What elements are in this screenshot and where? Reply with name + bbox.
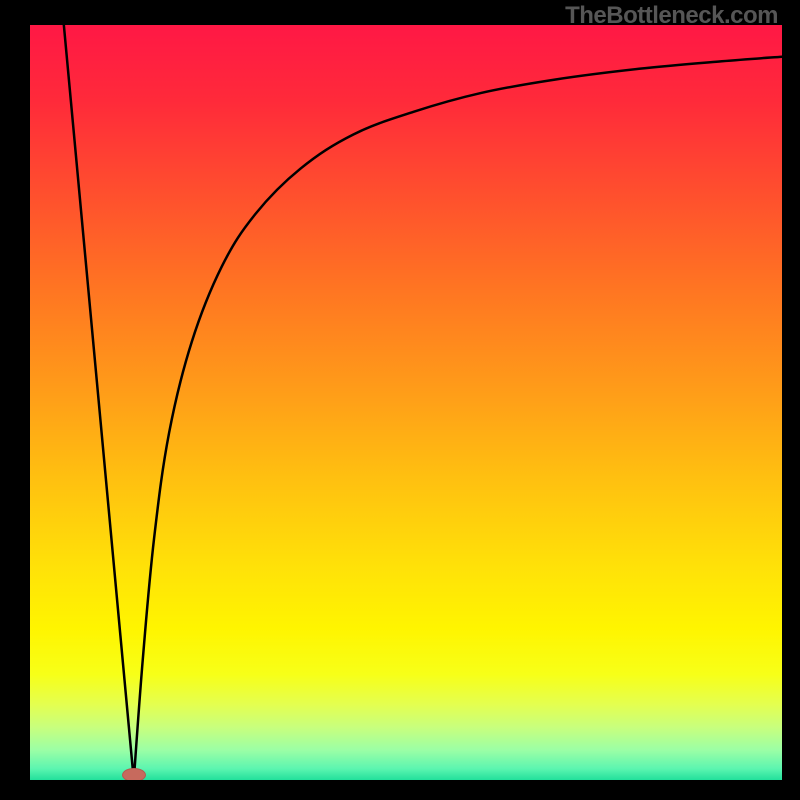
plot-area — [30, 25, 782, 780]
bottleneck-curve — [64, 25, 782, 780]
curve-layer — [30, 25, 782, 780]
border-left — [0, 0, 30, 800]
border-right — [782, 0, 800, 800]
chart-container: TheBottleneck.com — [0, 0, 800, 800]
border-bottom — [0, 780, 800, 800]
watermark-text: TheBottleneck.com — [565, 2, 778, 30]
